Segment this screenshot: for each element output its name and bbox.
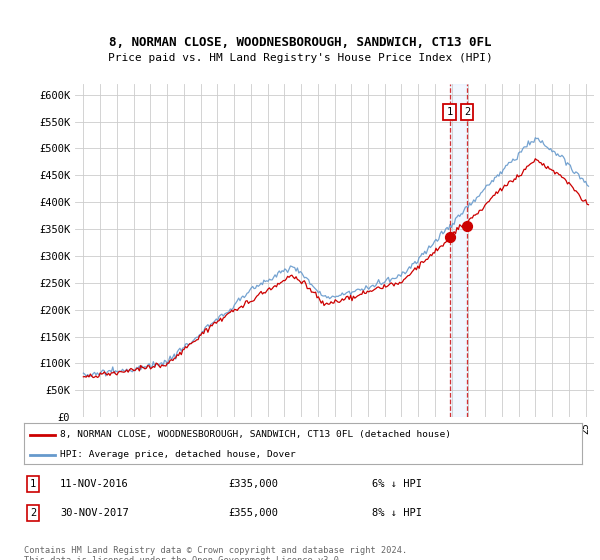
Text: Contains HM Land Registry data © Crown copyright and database right 2024.
This d: Contains HM Land Registry data © Crown c… xyxy=(24,546,407,560)
Text: 8, NORMAN CLOSE, WOODNESBOROUGH, SANDWICH, CT13 0FL: 8, NORMAN CLOSE, WOODNESBOROUGH, SANDWIC… xyxy=(109,36,491,49)
Text: 8, NORMAN CLOSE, WOODNESBOROUGH, SANDWICH, CT13 0FL (detached house): 8, NORMAN CLOSE, WOODNESBOROUGH, SANDWIC… xyxy=(60,430,451,439)
Text: 1: 1 xyxy=(30,479,36,489)
Point xyxy=(445,233,454,242)
Text: £335,000: £335,000 xyxy=(228,479,278,489)
Text: 11-NOV-2016: 11-NOV-2016 xyxy=(60,479,129,489)
Text: Price paid vs. HM Land Registry's House Price Index (HPI): Price paid vs. HM Land Registry's House … xyxy=(107,53,493,63)
Text: 6% ↓ HPI: 6% ↓ HPI xyxy=(372,479,422,489)
Text: 2: 2 xyxy=(464,107,470,117)
Bar xyxy=(449,84,467,417)
Text: 8% ↓ HPI: 8% ↓ HPI xyxy=(372,508,422,518)
Text: £355,000: £355,000 xyxy=(228,508,278,518)
Text: HPI: Average price, detached house, Dover: HPI: Average price, detached house, Dove… xyxy=(60,450,296,459)
Text: 30-NOV-2017: 30-NOV-2017 xyxy=(60,508,129,518)
Point xyxy=(462,222,472,231)
Text: 2: 2 xyxy=(30,508,36,518)
Text: 1: 1 xyxy=(446,107,452,117)
